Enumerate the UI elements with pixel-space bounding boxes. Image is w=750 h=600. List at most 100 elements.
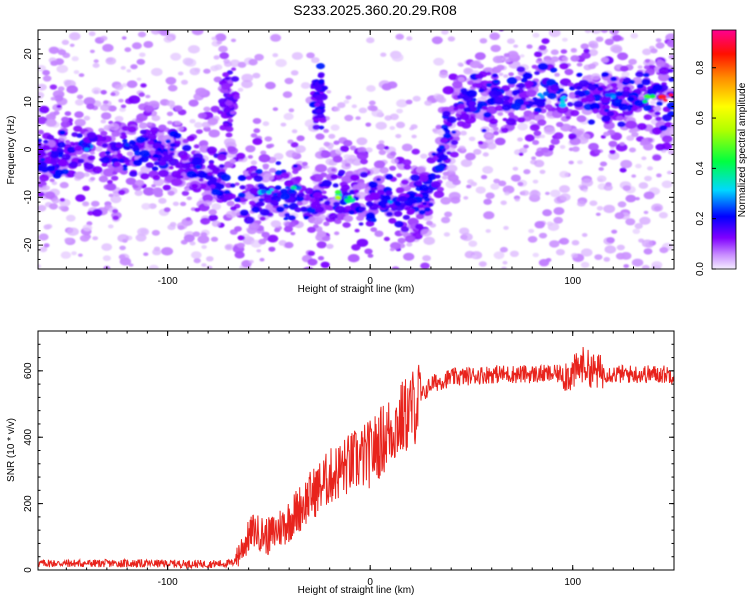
spectrogram-cell bbox=[564, 68, 574, 76]
spectrogram-cell bbox=[531, 156, 537, 160]
spectrogram-cell bbox=[117, 234, 129, 243]
spectrogram-cell bbox=[288, 108, 295, 113]
spectrogram-cell bbox=[644, 175, 652, 182]
spectrogram-cell bbox=[147, 140, 155, 146]
spectrogram-cell bbox=[121, 36, 127, 40]
spectrogram-cell bbox=[494, 137, 506, 146]
spectrogram-cell bbox=[229, 183, 236, 188]
spectrogram-cell bbox=[502, 95, 511, 101]
spectrogram-cell bbox=[105, 183, 117, 191]
spectrogram-cell bbox=[264, 136, 273, 142]
spectrogram-cell bbox=[174, 105, 183, 112]
y-tick-label: -10 bbox=[23, 190, 34, 205]
spectrogram-cell bbox=[210, 236, 219, 242]
spectrogram-cell bbox=[84, 144, 92, 149]
spectrogram-cell bbox=[431, 152, 437, 156]
spectrogram-cell bbox=[71, 56, 79, 62]
spectrogram-cell bbox=[91, 200, 100, 207]
spectrogram-cell bbox=[355, 116, 361, 120]
spectrogram-cell bbox=[576, 62, 583, 67]
spectrogram-cell bbox=[226, 200, 235, 207]
spectrogram-cell bbox=[38, 105, 50, 114]
spectrogram-cell bbox=[168, 165, 174, 170]
spectrogram-cell bbox=[295, 149, 301, 154]
spectrogram-cell bbox=[424, 207, 431, 212]
spectrogram-cell bbox=[520, 77, 528, 83]
spectrogram-cell bbox=[410, 174, 420, 182]
spectrogram-cell bbox=[40, 157, 46, 162]
spectrogram-cell bbox=[652, 154, 662, 161]
spectrogram-cell bbox=[302, 161, 308, 166]
spectrogram-cell bbox=[448, 73, 459, 81]
spectrogram-cell bbox=[198, 178, 204, 182]
spectrogram-cell bbox=[89, 49, 95, 54]
spectrogram-cell bbox=[612, 34, 622, 42]
spectrogram-cell bbox=[223, 122, 229, 127]
spectrogram-cell bbox=[61, 153, 71, 161]
spectrogram-cell bbox=[150, 30, 161, 35]
spectrogram-cell bbox=[39, 246, 48, 253]
spectrogram-cell bbox=[274, 185, 282, 191]
spectrogram-cell bbox=[418, 209, 426, 215]
spectrogram-cell bbox=[318, 197, 324, 202]
spectrogram-cell bbox=[510, 174, 521, 182]
spectrogram-cell bbox=[103, 168, 115, 177]
spectrogram-cell bbox=[571, 146, 580, 152]
spectrogram-cell bbox=[315, 94, 323, 101]
spectrogram-cell bbox=[102, 43, 114, 52]
spectrogram-cell bbox=[323, 141, 331, 147]
spectrogram-cell bbox=[208, 214, 218, 222]
spectrogram-cell bbox=[101, 243, 113, 251]
spectrogram-cell bbox=[614, 212, 625, 220]
spectrogram-cell bbox=[102, 255, 111, 262]
spectrogram-cell bbox=[39, 174, 50, 182]
spectrogram-cell bbox=[420, 262, 430, 269]
y-tick-label: 0 bbox=[23, 146, 34, 152]
spectrogram-cell bbox=[189, 119, 196, 124]
spectrogram-cell bbox=[644, 59, 651, 63]
spectrogram-cell bbox=[151, 166, 159, 171]
spectrogram-cell bbox=[559, 62, 569, 70]
spectrogram-cell bbox=[132, 159, 143, 166]
spectrogram-cell bbox=[309, 198, 316, 203]
spectrogram-cell bbox=[255, 201, 264, 207]
spectrogram-cell bbox=[402, 159, 412, 166]
spectrogram-cell bbox=[333, 140, 340, 145]
spectrogram-cell bbox=[266, 144, 273, 149]
spectrogram-cell bbox=[180, 154, 189, 161]
spectrogram-cell bbox=[245, 175, 253, 181]
spectrogram-cell bbox=[122, 164, 128, 169]
spectrogram-cell bbox=[86, 131, 97, 139]
spectrogram-cell bbox=[402, 214, 410, 220]
page-title: S233.2025.360.20.29.R08 bbox=[293, 2, 457, 18]
spectrogram-cell bbox=[152, 175, 161, 181]
spectrogram-cell bbox=[342, 222, 351, 228]
spectrogram-cell bbox=[535, 150, 544, 157]
spectrogram-cell bbox=[211, 189, 221, 196]
spectrogram-cell bbox=[627, 96, 635, 102]
spectrogram-cell bbox=[581, 178, 594, 187]
spectrogram-cell bbox=[534, 51, 543, 58]
spectrogram-cell bbox=[274, 170, 283, 176]
spectrogram-cell bbox=[519, 54, 525, 58]
spectrogram-cell bbox=[508, 72, 514, 77]
spectrogram-cell bbox=[666, 102, 674, 110]
spectrogram-cell bbox=[332, 183, 339, 188]
spectrogram-cell bbox=[290, 142, 299, 148]
spectrogram-cell bbox=[280, 172, 290, 179]
spectrogram-cell bbox=[474, 52, 486, 60]
spectrogram-cell bbox=[550, 49, 559, 55]
spectrogram-cell bbox=[584, 30, 592, 34]
spectrogram-cell bbox=[631, 131, 639, 138]
spectrogram-cell bbox=[369, 105, 378, 112]
spectrogram-cell bbox=[533, 111, 539, 116]
spectrogram-cell bbox=[339, 145, 350, 152]
spectrogram-cell bbox=[396, 108, 403, 114]
spectrogram-cell bbox=[138, 92, 145, 97]
spectrogram-cell bbox=[191, 183, 199, 189]
spectrogram-cell bbox=[256, 249, 262, 253]
spectrogram-cell bbox=[230, 38, 237, 43]
spectrogram-cell bbox=[201, 245, 207, 249]
spectrogram-cell bbox=[280, 122, 287, 127]
spectrogram-cell bbox=[177, 71, 184, 76]
